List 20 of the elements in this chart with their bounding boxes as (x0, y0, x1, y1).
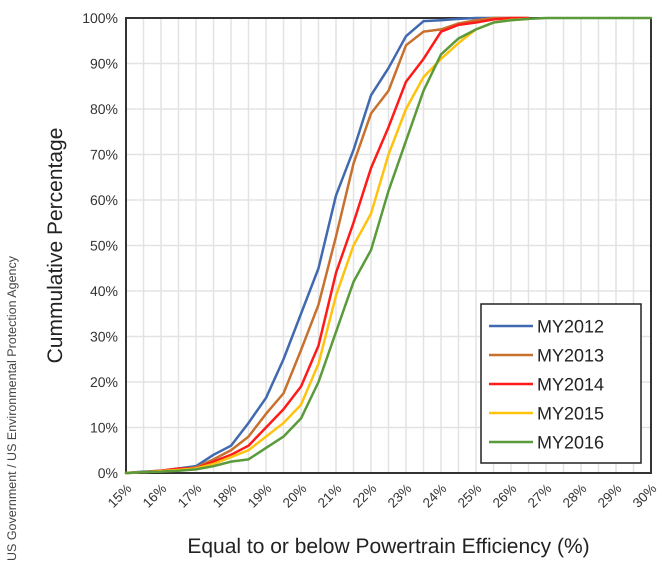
legend-label: MY2014 (537, 374, 604, 394)
y-tick-label: 60% (90, 192, 118, 208)
legend-label: MY2013 (537, 345, 604, 366)
y-tick-label: 40% (90, 282, 118, 299)
line-series (124, 16, 652, 474)
y-tick-label: 90% (90, 55, 118, 72)
x-axis-title: Equal to or below Powertrain Efficiency (%) (187, 535, 590, 558)
y-tick-label: 20% (90, 374, 118, 390)
y-tick-label: 30% (90, 328, 118, 344)
legend-label: MY2015 (537, 403, 604, 424)
y-tick-label: 100% (82, 10, 118, 26)
legend-label: MY2012 (537, 316, 604, 336)
y-tick-label: 70% (90, 146, 118, 162)
y-tick-label: 10% (90, 419, 118, 436)
y-tick-label: 80% (90, 100, 118, 117)
legend-label: MY2016 (537, 432, 604, 452)
y-axis-title: Cummulative Percentage (44, 128, 67, 364)
y-tick-label: 0% (98, 464, 118, 481)
text: US Government / US Environmental Protection Agency (5, 255, 19, 561)
y-tick-label: 50% (90, 237, 118, 254)
